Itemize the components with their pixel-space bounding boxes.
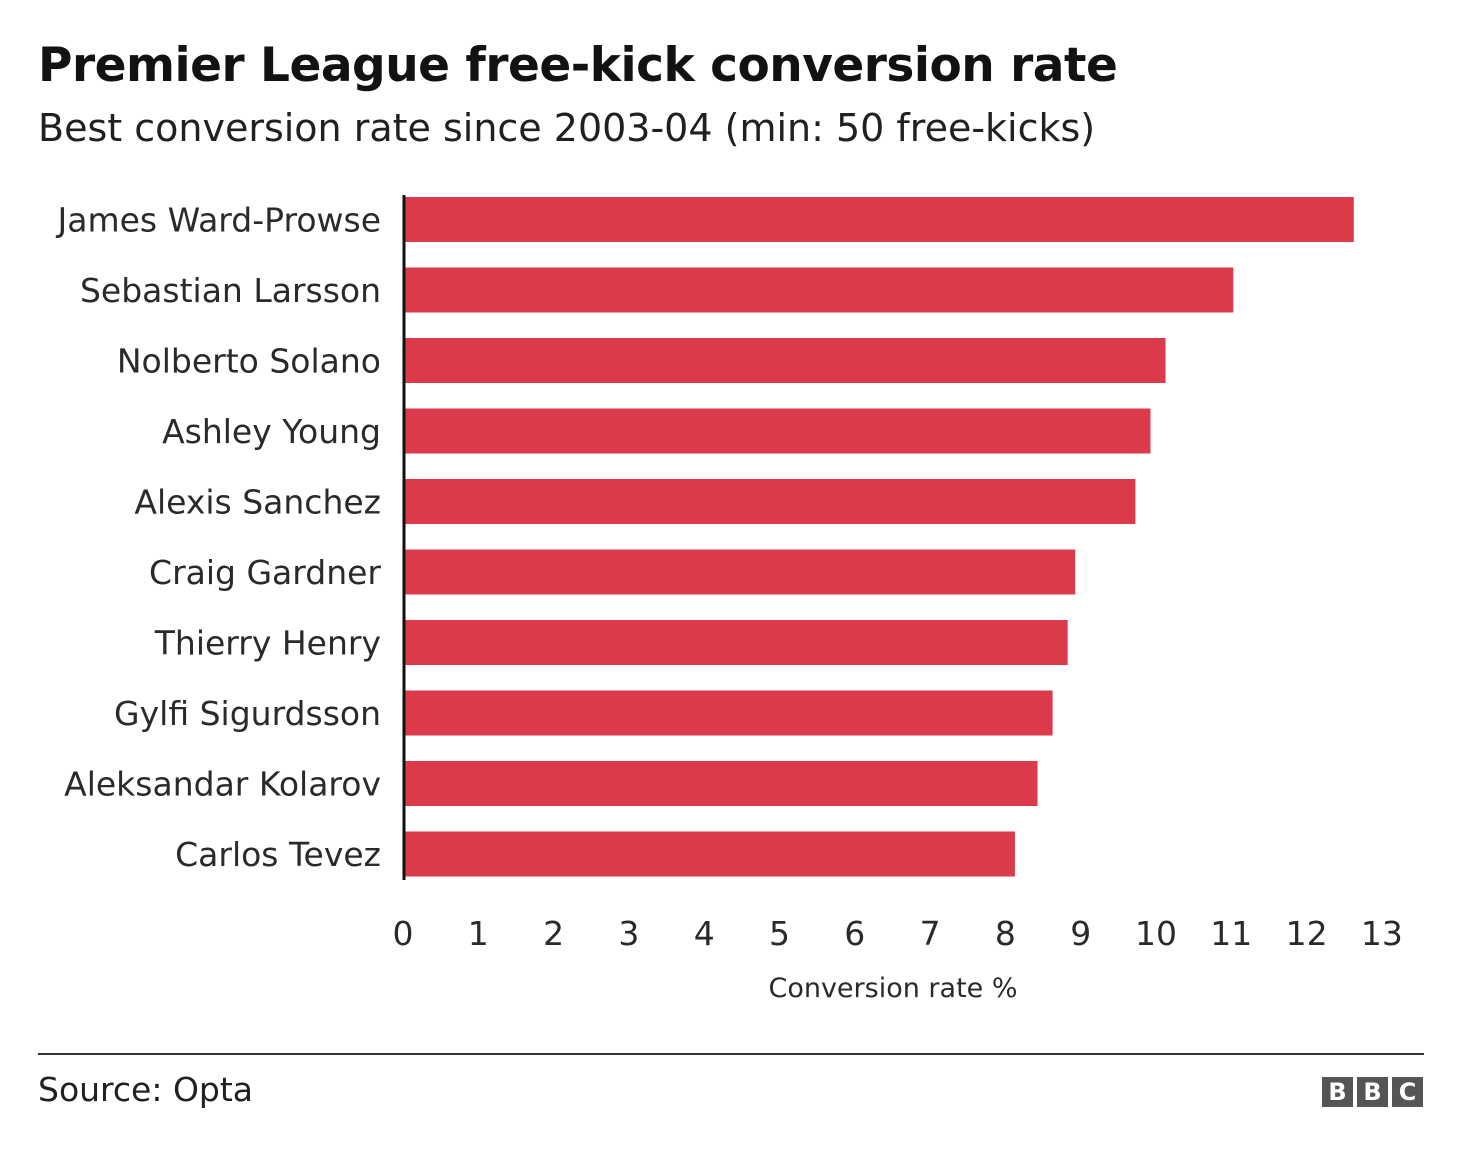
logo-letter: C: [1392, 1077, 1423, 1107]
bar: [405, 479, 1136, 524]
x-tick-label: 6: [844, 914, 865, 953]
bar: [405, 408, 1151, 454]
bar: [405, 831, 1015, 877]
category-label: Aleksandar Kolarov: [64, 765, 381, 804]
x-tick-label: 0: [393, 914, 414, 953]
category-labels-group: James Ward-Prowse Sebastian Larsson Nolber…: [55, 201, 381, 875]
bar: [405, 690, 1053, 736]
category-label: Nolberto Solano: [117, 342, 381, 381]
category-label: Gylfi Sigurdsson: [114, 694, 381, 733]
category-label: Sebastian Larsson: [80, 271, 381, 310]
logo-letter: B: [1322, 1077, 1353, 1107]
x-tick-label: 3: [618, 914, 639, 953]
bar: [405, 338, 1166, 383]
x-tick-label: 8: [995, 914, 1016, 953]
x-tick-label: 12: [1286, 914, 1328, 953]
bars-group: [405, 197, 1354, 877]
chart-subtitle: Best conversion rate since 2003-04 (min:…: [38, 106, 1096, 150]
x-tick-labels-group: 0 1 2 3 4 5 6 7 8 9 10 11 12 13: [393, 914, 1403, 953]
category-label: Thierry Henry: [154, 624, 381, 663]
x-tick-label: 1: [468, 914, 489, 953]
x-axis-label: Conversion rate %: [768, 973, 1017, 1004]
category-label: Craig Gardner: [149, 553, 381, 592]
category-label: James Ward-Prowse: [55, 201, 381, 240]
x-tick-label: 10: [1135, 914, 1177, 953]
bar: [405, 549, 1076, 595]
category-label: Alexis Sanchez: [134, 483, 381, 522]
category-label: Ashley Young: [162, 412, 381, 451]
footer-divider: [38, 1053, 1424, 1055]
x-tick-label: 11: [1210, 914, 1252, 953]
bar: [405, 267, 1234, 313]
x-tick-label: 2: [543, 914, 564, 953]
bar: [405, 620, 1068, 665]
source-note: Source: Opta: [38, 1070, 254, 1109]
logo-letter: B: [1357, 1077, 1388, 1107]
chart-title: Premier League free-kick conversion rate: [38, 38, 1118, 93]
bbc-logo: B B C: [1322, 1077, 1423, 1107]
bar-chart: James Ward-Prowse Sebastian Larsson Nolber…: [55, 195, 1403, 1004]
x-tick-label: 5: [769, 914, 790, 953]
x-tick-label: 7: [920, 914, 941, 953]
x-tick-label: 9: [1070, 914, 1091, 953]
x-tick-label: 4: [694, 914, 715, 953]
category-label: Carlos Tevez: [175, 835, 381, 874]
bar: [405, 197, 1354, 242]
bar: [405, 761, 1038, 806]
x-tick-label: 13: [1361, 914, 1403, 953]
